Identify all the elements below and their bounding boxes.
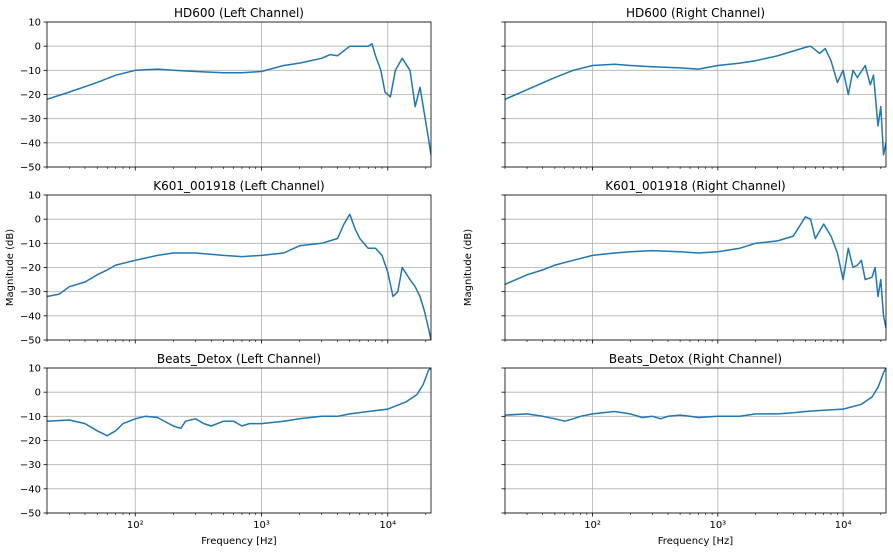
series-line: [47, 368, 431, 437]
y-tick-label: 10: [28, 191, 41, 202]
y-tick-label: −50: [20, 336, 41, 347]
y-tick-label: −30: [20, 460, 41, 471]
y-tick-label: 10: [28, 18, 41, 29]
y-tick-label: −20: [20, 263, 41, 274]
subplot-5: 10 0 −10 −20 −30 −40 −50 10² 10³ 10⁴ Beats_Detox (…: [20, 352, 432, 547]
y-tick-label: 0: [35, 388, 41, 399]
y-tick-label: −20: [20, 90, 41, 101]
subplot-4: K601_001918 (Right Channel) Magnitude (dB…: [463, 179, 887, 344]
y-tick-label: −20: [20, 436, 41, 447]
y-tick-label: −40: [20, 138, 41, 149]
series-line: [47, 213, 431, 340]
subplot-1: 10 0 −10 −20 −30 −40 −50 HD600 (Left Channel): [20, 6, 432, 174]
series-line: [505, 368, 886, 422]
y-tick-label: 0: [35, 42, 41, 53]
x-tick-label: 10²: [584, 520, 601, 531]
subplot-title: Beats_Detox (Left Channel): [157, 352, 321, 366]
series-line: [47, 43, 431, 156]
y-tick-label: −40: [20, 311, 41, 322]
x-tick-label: 10⁴: [835, 520, 852, 531]
y-tick-label: −10: [20, 239, 41, 250]
y-tick-label: −30: [20, 287, 41, 298]
subplot-3: 10 0 −10 −20 −30 −40 −50 K601_001918 (Left Chan…: [5, 179, 432, 347]
subplot-title: Beats_Detox (Right Channel): [609, 352, 782, 366]
x-tick-label: 10⁴: [379, 520, 396, 531]
subplot-title: K601_001918 (Left Channel): [153, 179, 324, 193]
y-axis-label: Magnitude (dB): [463, 229, 474, 306]
subplot-2: HD600 (Right Channel): [501, 6, 887, 171]
y-tick-label: −10: [20, 412, 41, 423]
subplot-title: K601_001918 (Right Channel): [605, 179, 785, 193]
x-tick-label: 10³: [709, 520, 726, 531]
y-tick-label: −30: [20, 114, 41, 125]
x-axis-label: Frequency [Hz]: [658, 536, 734, 547]
subplot-title: HD600 (Left Channel): [174, 6, 304, 20]
subplot-title: HD600 (Right Channel): [626, 6, 765, 20]
y-tick-label: −10: [20, 66, 41, 77]
y-axis-label: Magnitude (dB): [5, 229, 16, 306]
series-line: [505, 45, 886, 156]
y-tick-label: 10: [28, 364, 41, 375]
y-tick-label: −50: [20, 163, 41, 174]
x-tick-label: 10²: [127, 520, 144, 531]
subplot-6: 10² 10³ 10⁴ Beats_Detox (Right Channel) Freq…: [501, 352, 887, 547]
y-tick-label: −40: [20, 484, 41, 495]
series-line: [505, 216, 886, 329]
x-axis-label: Frequency [Hz]: [201, 536, 277, 547]
x-tick-label: 10³: [253, 520, 270, 531]
y-tick-label: −50: [20, 509, 41, 520]
y-tick-label: 0: [35, 215, 41, 226]
